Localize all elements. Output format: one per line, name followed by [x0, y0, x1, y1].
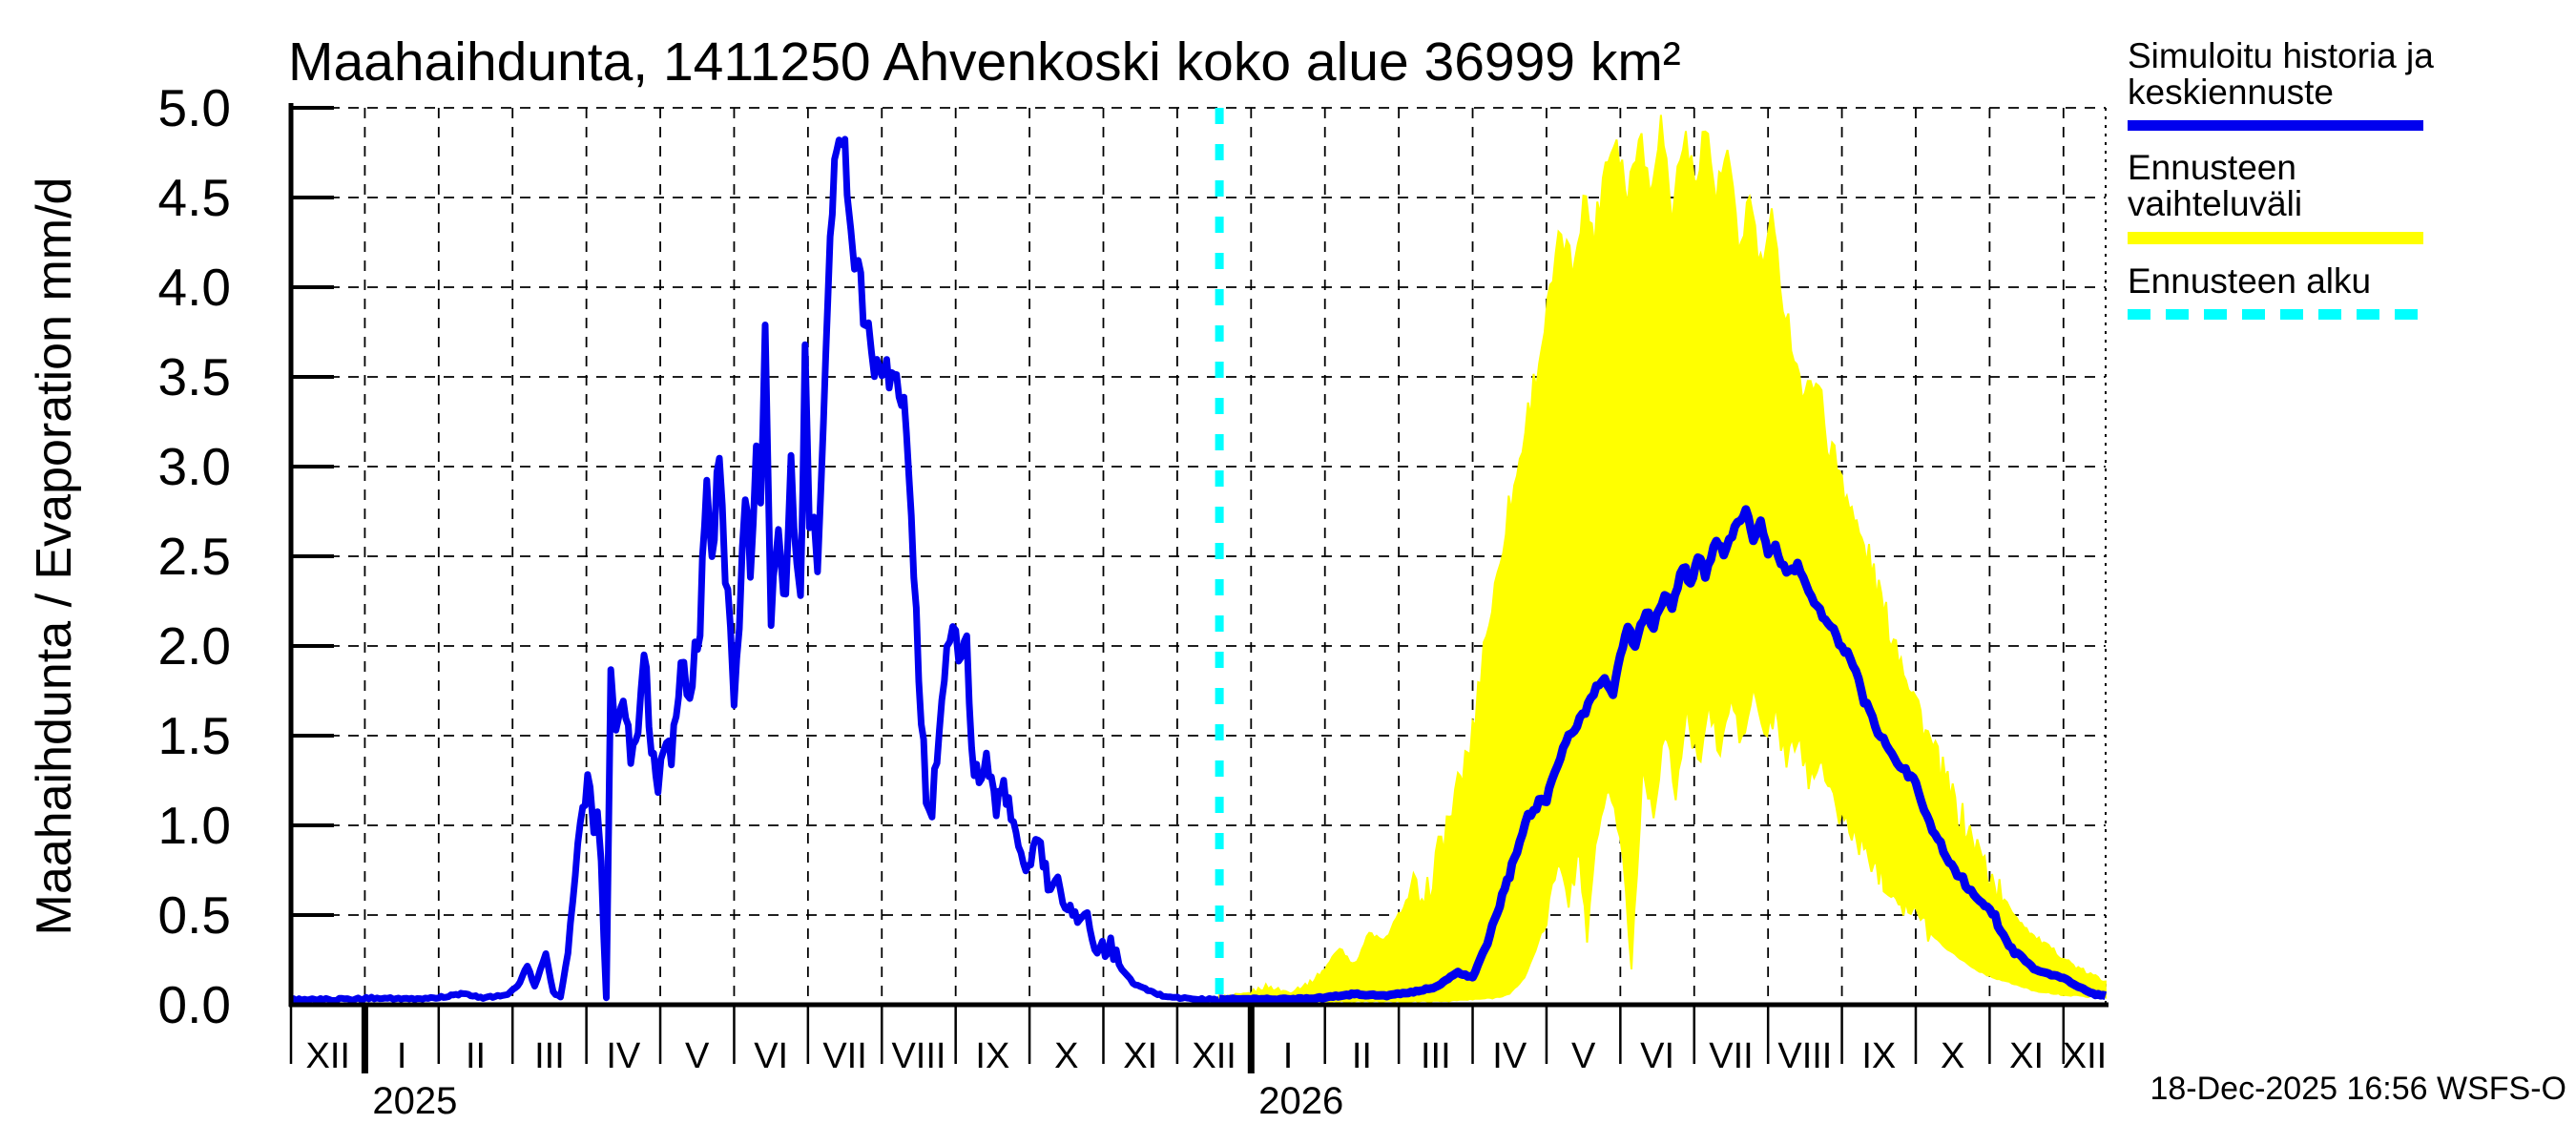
y-tick-label: 0.0: [157, 975, 231, 1034]
timestamp: 18-Dec-2025 16:56 WSFS-O: [2150, 1071, 2566, 1107]
y-tick-label: 2.5: [157, 527, 231, 586]
y-tick-label: 4.0: [157, 258, 231, 317]
x-month-label: II: [1351, 1036, 1372, 1076]
chart-title: Maahaihdunta, 1411250 Ahvenkoski koko al…: [288, 31, 1681, 93]
x-month-label: IV: [1492, 1036, 1527, 1076]
x-year-label: 2026: [1258, 1080, 1344, 1122]
x-month-label: I: [396, 1036, 407, 1076]
x-month-label: V: [685, 1036, 710, 1076]
x-month-label: IV: [606, 1036, 641, 1076]
x-month-label: VII: [822, 1036, 867, 1076]
y-tick-label: 2.0: [157, 616, 231, 676]
x-month-label: IX: [975, 1036, 1010, 1076]
x-month-label: I: [1282, 1036, 1294, 1076]
y-tick-label: 1.0: [157, 796, 231, 855]
legend-label: Simuloitu historia ja: [2128, 36, 2434, 75]
y-tick-label: 4.5: [157, 168, 231, 227]
y-tick-label: 3.5: [157, 347, 231, 406]
x-year-label: 2025: [372, 1080, 458, 1122]
x-month-label: XI: [1123, 1036, 1158, 1076]
legend-item-simulated-history: Simuloitu historia ja keskiennuste: [2128, 38, 2452, 131]
x-month-label: VII: [1709, 1036, 1754, 1076]
x-month-label: XII: [1192, 1036, 1236, 1076]
y-tick-label: 3.0: [157, 437, 231, 496]
x-month-label: IX: [1861, 1036, 1897, 1076]
x-month-label: XII: [2062, 1036, 2108, 1076]
forecast-range-band: [1218, 114, 2107, 1004]
x-month-label: XI: [2009, 1036, 2045, 1076]
x-month-label: II: [465, 1036, 487, 1076]
x-month-label: XII: [305, 1036, 350, 1076]
x-month-label: III: [1420, 1036, 1451, 1076]
legend-label: Ennusteen vaihteluväli: [2128, 148, 2303, 223]
y-tick-label: 0.5: [157, 885, 231, 945]
legend-swatch-forecast-range: [2128, 232, 2423, 244]
y-tick-label: 5.0: [157, 78, 231, 137]
x-month-label: X: [1940, 1036, 1965, 1076]
legend-label: Ennusteen alku: [2128, 261, 2372, 301]
x-month-label: VI: [1640, 1036, 1674, 1076]
x-month-label: VIII: [1777, 1036, 1833, 1076]
legend-swatch-forecast-start: [2128, 309, 2423, 320]
axes: [288, 103, 2109, 1073]
legend-swatch-simulated-history: [2128, 120, 2423, 131]
legend-item-forecast-range: Ennusteen vaihteluväli: [2128, 150, 2452, 244]
x-month-label: VIII: [891, 1036, 946, 1076]
x-month-label: III: [534, 1036, 565, 1076]
legend-item-forecast-start: Ennusteen alku: [2128, 263, 2452, 320]
x-month-label: V: [1570, 1036, 1596, 1076]
x-month-label: VI: [754, 1036, 789, 1076]
y-axis-title: Maahaihdunta / Evaporation mm/d: [27, 177, 82, 936]
legend-label: keskiennuste: [2128, 73, 2334, 112]
y-tick-label: 1.5: [157, 706, 231, 765]
history-line: [289, 135, 1221, 1004]
x-month-label: X: [1054, 1036, 1079, 1076]
forecast-median-line: [1217, 505, 2108, 1005]
legend: Simuloitu historia ja keskiennuste Ennuste…: [2128, 38, 2452, 339]
